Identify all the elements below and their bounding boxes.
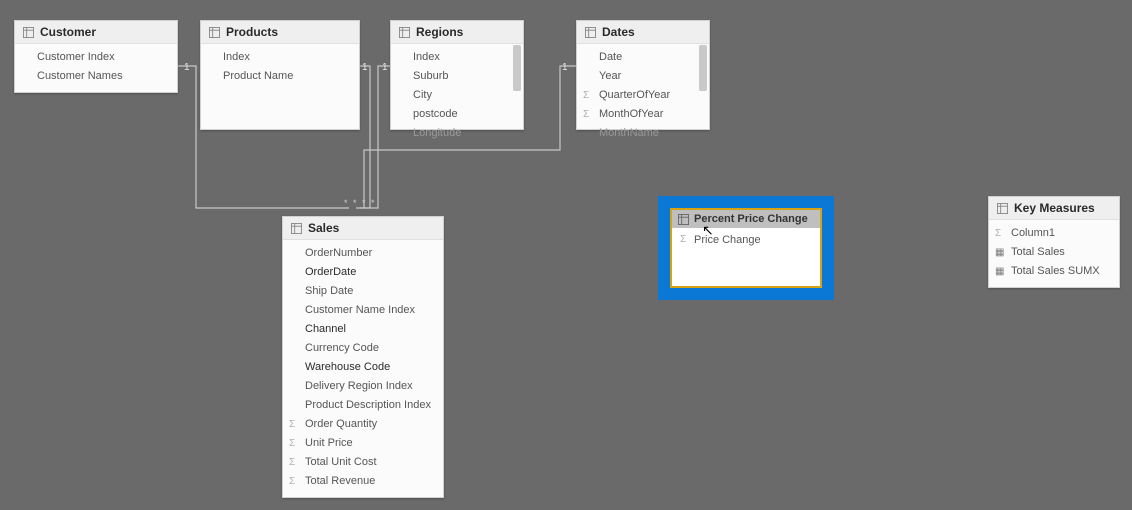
field[interactable]: Σ Total Unit Cost bbox=[283, 453, 443, 472]
measure-icon: ▦ bbox=[995, 245, 1004, 260]
sigma-icon: Σ bbox=[289, 455, 295, 470]
field-list-products: Index Product Name bbox=[201, 44, 359, 92]
field-list-regions: Index Suburb City postcode Longitude bbox=[391, 44, 523, 149]
field-list-sales: OrderNumber OrderDate Ship Date Customer… bbox=[283, 240, 443, 497]
svg-text:*: * bbox=[344, 198, 348, 208]
field[interactable]: Σ MonthOfYear bbox=[577, 105, 709, 124]
table-title: Sales bbox=[308, 221, 339, 235]
field[interactable]: Channel bbox=[283, 320, 443, 339]
field-label: Total Unit Cost bbox=[305, 455, 377, 470]
sigma-icon: Σ bbox=[583, 88, 589, 103]
table-header-products[interactable]: Products bbox=[201, 21, 359, 44]
scrollbar[interactable] bbox=[513, 45, 521, 91]
field[interactable]: Σ Order Quantity bbox=[283, 415, 443, 434]
field[interactable]: Customer Index bbox=[15, 48, 177, 67]
field[interactable]: MonthName bbox=[577, 124, 709, 143]
measure-icon: ▦ bbox=[995, 264, 1004, 279]
field[interactable]: Σ Column1 bbox=[989, 224, 1119, 243]
field-label: MonthOfYear bbox=[599, 107, 663, 122]
field[interactable]: Suburb bbox=[391, 67, 523, 86]
model-canvas: 1 1 1 1 * * * * Customer Customer Index … bbox=[0, 0, 1132, 510]
svg-text:1: 1 bbox=[362, 62, 368, 73]
table-icon bbox=[23, 27, 34, 38]
field[interactable]: postcode bbox=[391, 105, 523, 124]
field[interactable]: Warehouse Code bbox=[283, 358, 443, 377]
svg-text:*: * bbox=[371, 198, 375, 208]
field[interactable]: Σ Unit Price bbox=[283, 434, 443, 453]
table-title: Dates bbox=[602, 25, 635, 39]
field[interactable]: Delivery Region Index bbox=[283, 377, 443, 396]
sigma-icon: Σ bbox=[289, 474, 295, 489]
table-icon bbox=[997, 203, 1008, 214]
field-list-customer: Customer Index Customer Names bbox=[15, 44, 177, 92]
field[interactable]: ▦ Total Sales bbox=[989, 243, 1119, 262]
field-label: Price Change bbox=[694, 234, 761, 246]
table-icon bbox=[399, 27, 410, 38]
field[interactable]: Product Description Index bbox=[283, 396, 443, 415]
sigma-icon: Σ bbox=[583, 107, 589, 122]
sigma-icon: Σ bbox=[289, 436, 295, 451]
sigma-icon: Σ bbox=[289, 417, 295, 432]
field-label: Total Sales bbox=[1011, 245, 1065, 260]
field[interactable]: ▦ Total Sales SUMX bbox=[989, 262, 1119, 281]
svg-text:1: 1 bbox=[562, 62, 568, 73]
table-title: Regions bbox=[416, 25, 463, 39]
svg-text:*: * bbox=[353, 198, 357, 208]
field[interactable]: Σ Total Revenue bbox=[283, 472, 443, 491]
field-label: Order Quantity bbox=[305, 417, 377, 432]
field-label: Total Revenue bbox=[305, 474, 375, 489]
svg-text:*: * bbox=[362, 198, 366, 208]
field[interactable]: Index bbox=[201, 48, 359, 67]
table-customer[interactable]: Customer Customer Index Customer Names bbox=[14, 20, 178, 93]
table-icon bbox=[678, 214, 689, 225]
field[interactable]: Σ Price Change bbox=[680, 234, 812, 246]
field[interactable]: Date bbox=[577, 48, 709, 67]
sigma-icon: Σ bbox=[995, 226, 1001, 241]
table-header-sales[interactable]: Sales bbox=[283, 217, 443, 240]
field-label: Unit Price bbox=[305, 436, 353, 451]
table-header-customer[interactable]: Customer bbox=[15, 21, 177, 44]
svg-text:1: 1 bbox=[184, 62, 190, 73]
svg-text:1: 1 bbox=[382, 62, 388, 73]
field[interactable]: Index bbox=[391, 48, 523, 67]
field[interactable]: OrderDate bbox=[283, 263, 443, 282]
table-header-key-measures[interactable]: Key Measures bbox=[989, 197, 1119, 220]
table-title: Customer bbox=[40, 25, 96, 39]
field[interactable]: Ship Date bbox=[283, 282, 443, 301]
field[interactable]: Longitude bbox=[391, 124, 523, 143]
sigma-icon: Σ bbox=[680, 234, 686, 245]
field[interactable]: Year bbox=[577, 67, 709, 86]
field[interactable]: Product Name bbox=[201, 67, 359, 86]
table-header-dates[interactable]: Dates bbox=[577, 21, 709, 44]
field-label: Column1 bbox=[1011, 226, 1055, 241]
table-sales[interactable]: Sales OrderNumber OrderDate Ship Date Cu… bbox=[282, 216, 444, 498]
table-title: Key Measures bbox=[1014, 201, 1095, 215]
field[interactable]: Customer Names bbox=[15, 67, 177, 86]
field-list-key-measures: Σ Column1 ▦ Total Sales ▦ Total Sales SUMX bbox=[989, 220, 1119, 287]
field[interactable]: City bbox=[391, 86, 523, 105]
field[interactable]: Customer Name Index bbox=[283, 301, 443, 320]
table-percent-price-change-selected[interactable]: Percent Price Change ΣPrice Change ↖ bbox=[658, 196, 834, 300]
field[interactable]: Currency Code bbox=[283, 339, 443, 358]
table-key-measures[interactable]: Key Measures Σ Column1 ▦ Total Sales ▦ Tota… bbox=[988, 196, 1120, 288]
table-icon bbox=[585, 27, 596, 38]
field-label: QuarterOfYear bbox=[599, 88, 670, 103]
table-header-percent-price-change[interactable]: Percent Price Change bbox=[672, 210, 820, 228]
table-icon bbox=[291, 223, 302, 234]
table-header-regions[interactable]: Regions bbox=[391, 21, 523, 44]
table-title: Percent Price Change bbox=[694, 213, 808, 225]
table-dates[interactable]: Dates Date Year Σ QuarterOfYear Σ MonthOfY… bbox=[576, 20, 710, 130]
table-regions[interactable]: Regions Index Suburb City postcode Longi… bbox=[390, 20, 524, 130]
field-list-percent-price-change: Σ Price Change bbox=[672, 228, 820, 286]
field-list-dates: Date Year Σ QuarterOfYear Σ MonthOfYear Mo… bbox=[577, 44, 709, 149]
table-title: Products bbox=[226, 25, 278, 39]
field[interactable]: OrderNumber bbox=[283, 244, 443, 263]
table-products[interactable]: Products Index Product Name bbox=[200, 20, 360, 130]
field[interactable]: Σ QuarterOfYear bbox=[577, 86, 709, 105]
scrollbar[interactable] bbox=[699, 45, 707, 91]
field-label: Total Sales SUMX bbox=[1011, 264, 1100, 279]
table-icon bbox=[209, 27, 220, 38]
